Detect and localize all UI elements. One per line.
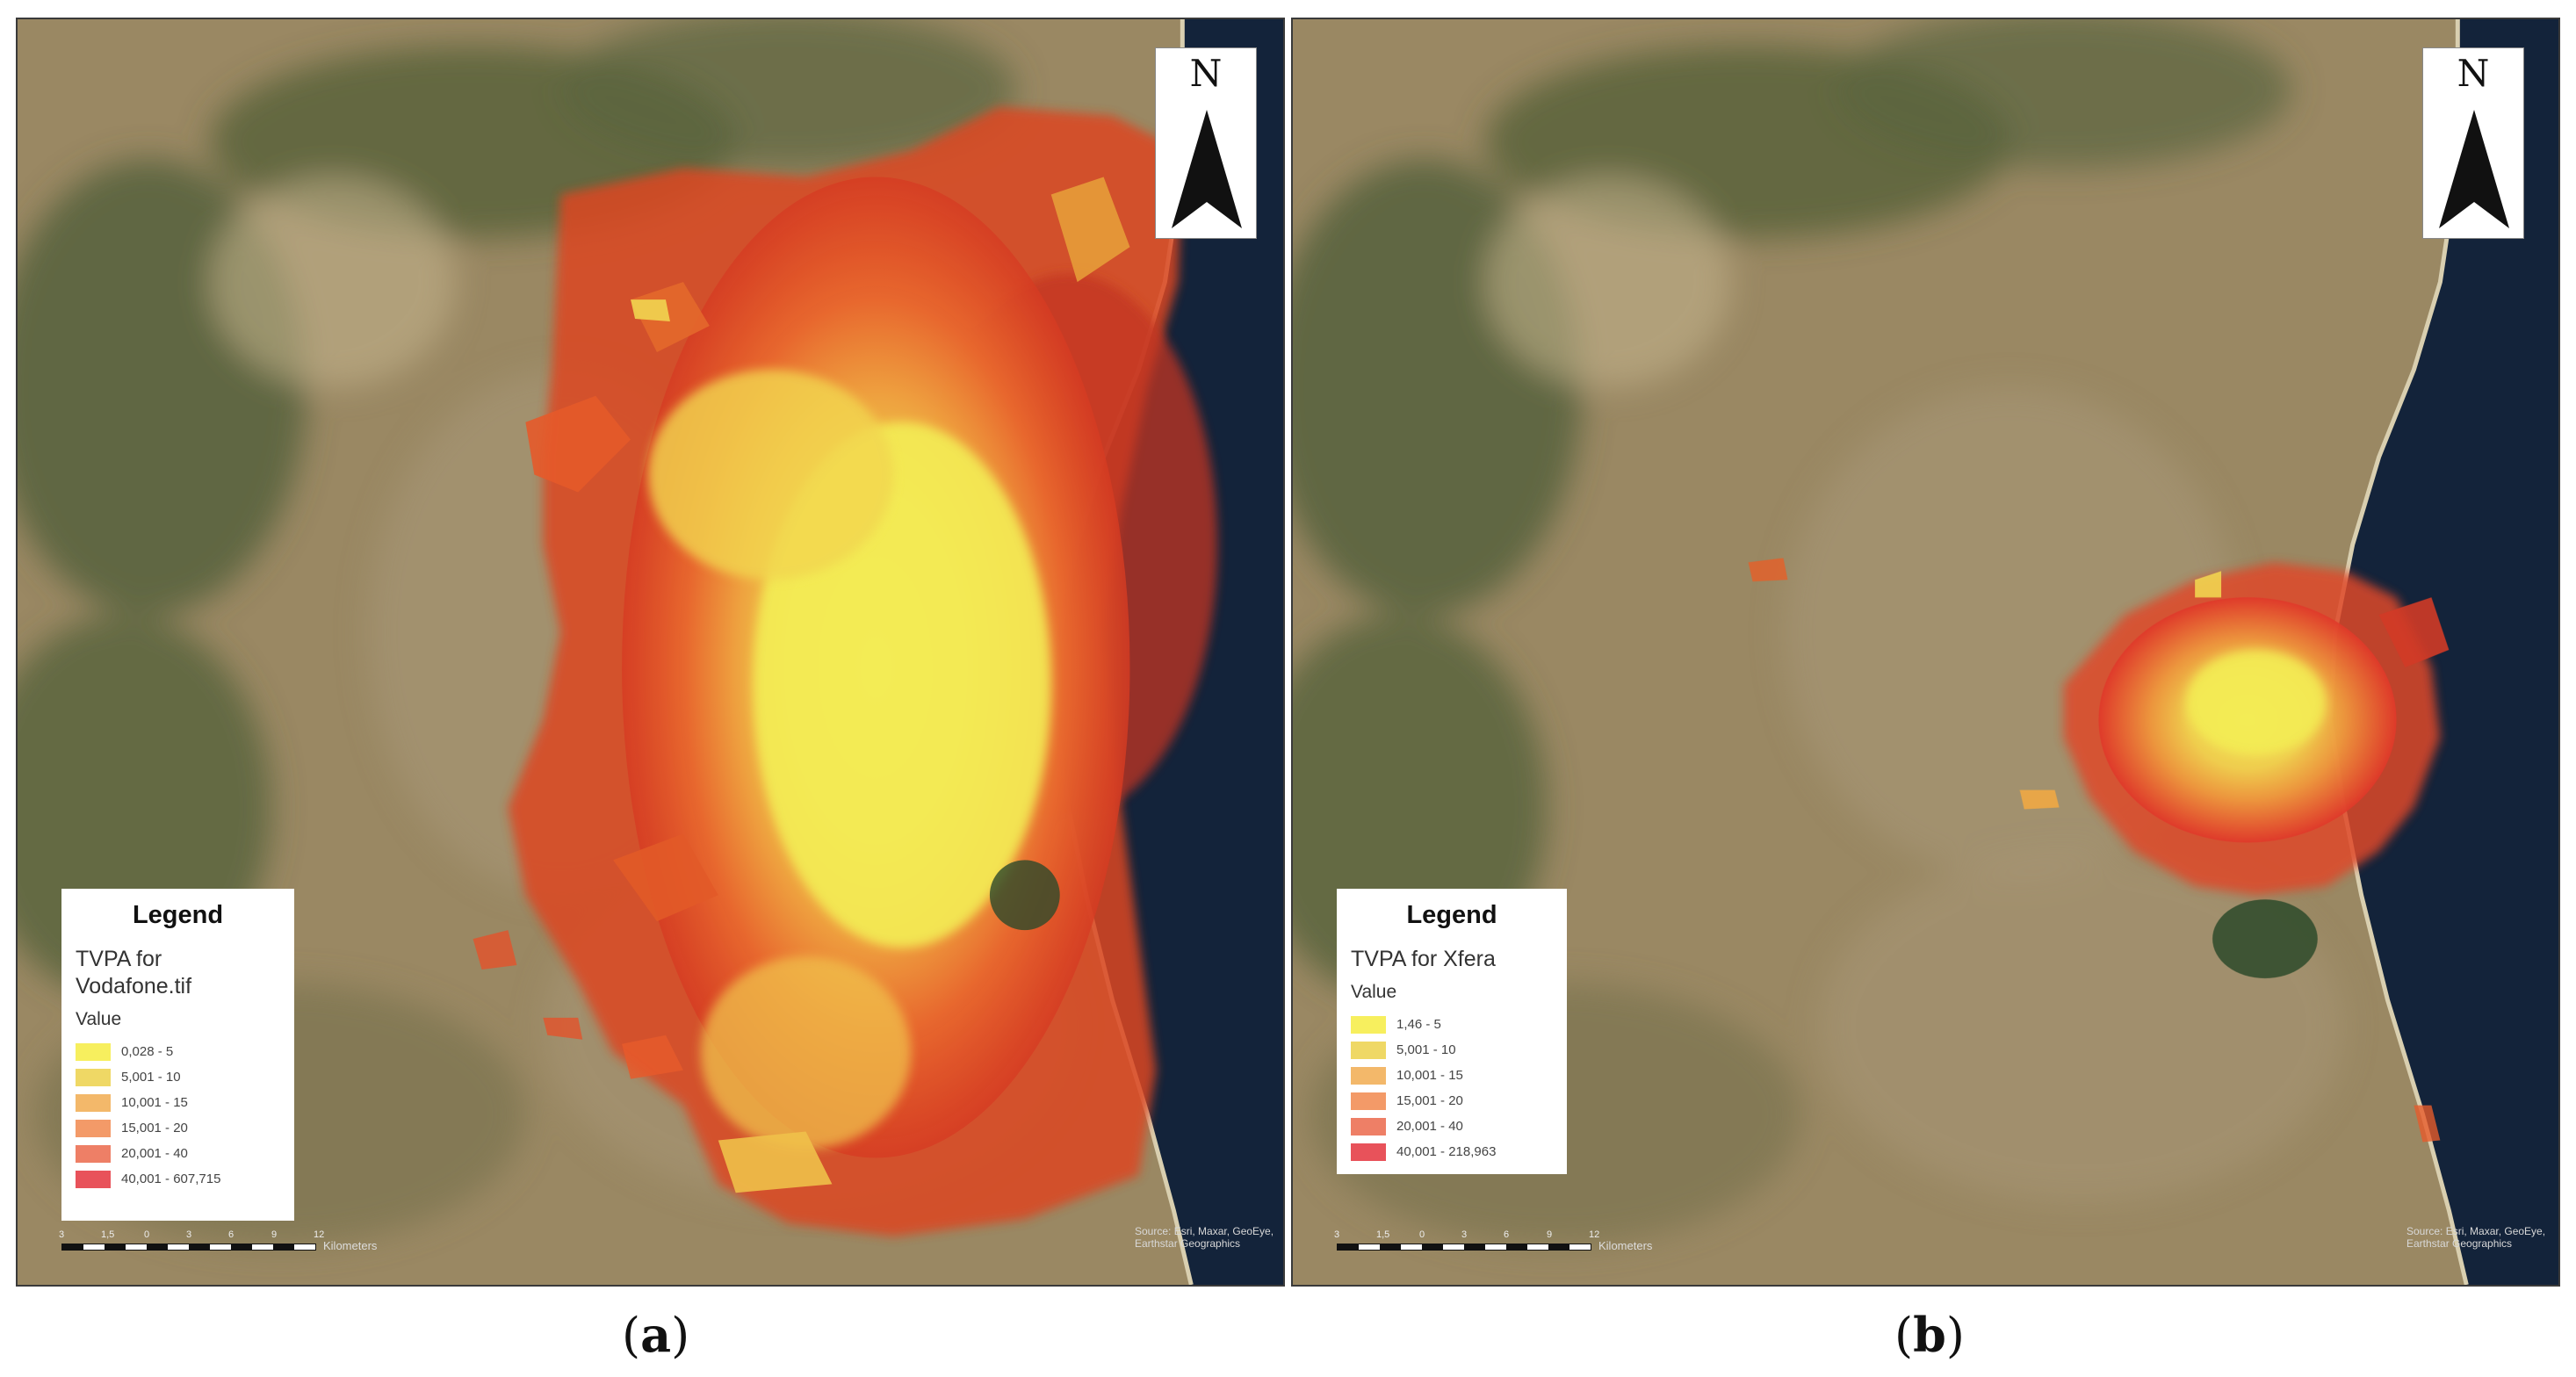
scale-bar-graphic (1337, 1244, 1591, 1251)
legend-class-row: 15,001 - 20 (1351, 1088, 1553, 1114)
legend-class-row: 15,001 - 20 (76, 1115, 280, 1141)
legend-swatch (76, 1144, 111, 1163)
scale-tick-label: 0 (144, 1229, 150, 1240)
legend-swatch (1351, 1092, 1386, 1110)
legend-title: Legend (132, 901, 224, 929)
legend-class-label: 10,001 - 15 (1396, 1068, 1463, 1083)
legend-swatch (1351, 1143, 1386, 1161)
north-label: N (2457, 52, 2490, 95)
north-arrow-icon (1172, 110, 1242, 228)
legend-swatch (1351, 1041, 1386, 1059)
legend-class-label: 5,001 - 10 (1396, 1042, 1456, 1057)
legend-class-label: 15,001 - 20 (1396, 1093, 1463, 1108)
legend-swatch (76, 1042, 111, 1061)
scale-tick-label: 3 (1334, 1229, 1340, 1240)
legend-field-label: Value (1351, 982, 1397, 1002)
legend-classes: 0,028 - 5 5,001 - 10 10,001 - 15 15,001 - 2… (76, 1039, 280, 1192)
scale-bar: 3 1,5 0 3 6 9 12 Kilometers (59, 1229, 413, 1265)
legend-class-label: 0,028 - 5 (121, 1044, 174, 1059)
legend-swatch (1351, 1117, 1386, 1135)
map-panel-xfera: N Legend TVPA for Xfera Value 1,46 - 5 5,… (1291, 18, 2560, 1287)
scale-unit: Kilometers (1598, 1239, 1653, 1252)
scale-bar-graphic (61, 1244, 316, 1251)
legend-class-row: 5,001 - 10 (76, 1064, 280, 1090)
legend-class-row: 0,028 - 5 (76, 1039, 280, 1064)
scale-ticks: 3 1,5 0 3 6 9 12 (59, 1229, 413, 1242)
legend-class-row: 20,001 - 40 (1351, 1114, 1553, 1139)
legend-xfera: Legend TVPA for Xfera Value 1,46 - 5 5,00… (1337, 889, 1567, 1174)
legend-class-label: 10,001 - 15 (121, 1095, 188, 1110)
legend-class-row: 1,46 - 5 (1351, 1012, 1553, 1037)
north-label: N (1189, 52, 1223, 95)
legend-layer-name: TVPA for Xfera (1351, 947, 1496, 971)
scale-tick-label: 3 (186, 1229, 192, 1240)
legend-class-label: 15,001 - 20 (121, 1121, 188, 1135)
scale-tick-label: 1,5 (101, 1229, 115, 1240)
legend-class-label: 40,001 - 607,715 (121, 1172, 221, 1186)
legend-layer-name: TVPA for Vodafone.tif (76, 947, 192, 999)
legend-class-row: 20,001 - 40 (76, 1141, 280, 1166)
legend-class-label: 20,001 - 40 (1396, 1119, 1463, 1134)
scale-tick-label: 1,5 (1376, 1229, 1390, 1240)
legend-class-row: 5,001 - 10 (1351, 1037, 1553, 1063)
legend-swatch (76, 1170, 111, 1188)
scale-tick-label: 9 (271, 1229, 278, 1240)
caption-a: (a) (622, 1307, 690, 1363)
satellite-basemap-a (18, 19, 1283, 1285)
legend-class-label: 5,001 - 10 (121, 1070, 181, 1085)
scale-tick-label: 3 (1461, 1229, 1468, 1240)
scale-tick-label: 9 (1547, 1229, 1553, 1240)
map-panel-vodafone: N Legend TVPA for Vodafone.tif Value 0,0… (16, 18, 1285, 1287)
scale-unit: Kilometers (323, 1239, 378, 1252)
caption-letter: a (640, 1307, 672, 1363)
legend-field-label: Value (76, 1009, 122, 1029)
scale-tick-label: 6 (1504, 1229, 1510, 1240)
legend-title: Legend (1406, 901, 1497, 929)
caption-letter: b (1913, 1307, 1946, 1363)
north-arrow: N (2422, 47, 2524, 239)
legend-swatch (76, 1119, 111, 1137)
coverage-heatmap-xfera (1748, 558, 2450, 1143)
legend-class-row: 10,001 - 15 (1351, 1063, 1553, 1088)
caption-b: (b) (1894, 1307, 1965, 1363)
basemap-credit: Source: Esri, Maxar, GeoEye, Earthstar G… (1135, 1225, 1274, 1250)
legend-class-row: 40,001 - 607,715 (76, 1166, 280, 1192)
legend-classes: 1,46 - 5 5,001 - 10 10,001 - 15 15,001 - 20… (1351, 1012, 1553, 1164)
legend-class-label: 40,001 - 218,963 (1396, 1144, 1497, 1159)
scale-ticks: 3 1,5 0 3 6 9 12 (1334, 1229, 1688, 1242)
legend-vodafone: Legend TVPA for Vodafone.tif Value 0,028… (61, 889, 294, 1221)
legend-class-label: 1,46 - 5 (1396, 1017, 1441, 1032)
north-arrow: N (1155, 47, 1257, 239)
legend-class-label: 20,001 - 40 (121, 1146, 188, 1161)
scale-tick-label: 12 (1589, 1229, 1600, 1240)
legend-swatch (76, 1093, 111, 1112)
scale-tick-label: 3 (59, 1229, 65, 1240)
scale-bar: 3 1,5 0 3 6 9 12 Kilometers (1334, 1229, 1688, 1265)
scale-tick-label: 0 (1419, 1229, 1425, 1240)
north-arrow-icon (2439, 110, 2509, 228)
scale-tick-label: 12 (314, 1229, 325, 1240)
legend-class-row: 40,001 - 218,963 (1351, 1139, 1553, 1164)
legend-swatch (1351, 1066, 1386, 1085)
legend-class-row: 10,001 - 15 (76, 1090, 280, 1115)
sea (2330, 19, 2558, 1285)
legend-swatch (76, 1068, 111, 1086)
scale-tick-label: 6 (228, 1229, 235, 1240)
basemap-credit: Source: Esri, Maxar, GeoEye, Earthstar G… (2406, 1225, 2546, 1250)
legend-swatch (1351, 1015, 1386, 1034)
